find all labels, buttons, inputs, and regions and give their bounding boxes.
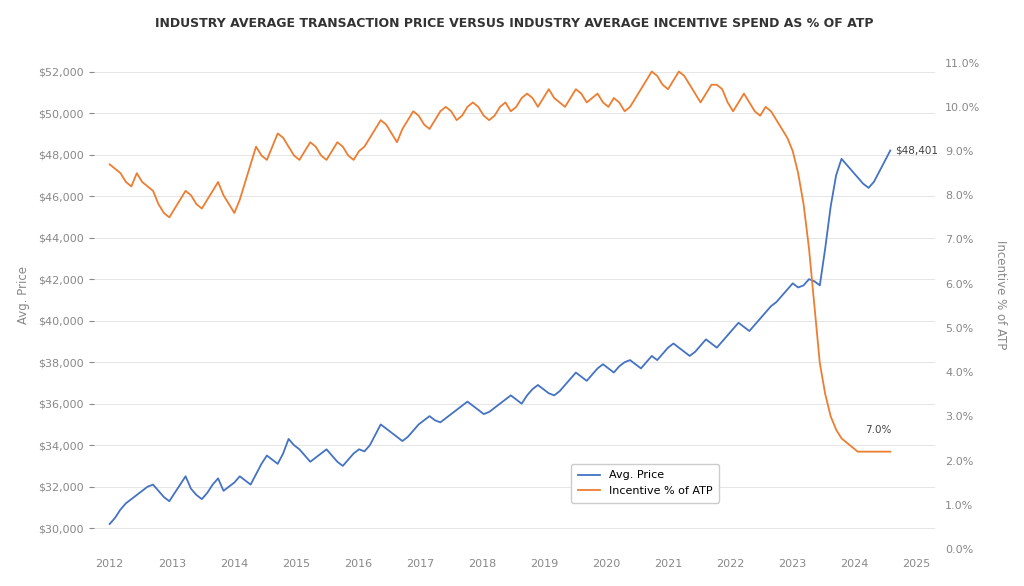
Incentive % of ATP: [852, 448, 864, 455]
Incentive % of ATP: [836, 435, 848, 442]
Incentive % of ATP: [699, 90, 712, 97]
Avg. Price: [109, 515, 121, 522]
Avg. Price: [716, 338, 728, 345]
Avg. Price: [141, 483, 154, 490]
Avg. Price: [103, 520, 116, 527]
Text: $48,401: $48,401: [895, 145, 938, 155]
Avg. Price: [554, 388, 566, 395]
Incentive % of ATP: [554, 99, 566, 106]
Text: 7.0%: 7.0%: [865, 425, 892, 435]
Incentive % of ATP: [722, 99, 734, 106]
Incentive % of ATP: [109, 165, 121, 172]
Incentive % of ATP: [141, 183, 154, 190]
Y-axis label: Avg. Price: Avg. Price: [16, 265, 30, 323]
Avg. Price: [694, 342, 707, 349]
Avg. Price: [829, 172, 842, 179]
Incentive % of ATP: [645, 68, 657, 75]
Y-axis label: Incentive % of ATP: Incentive % of ATP: [994, 240, 1008, 349]
Incentive % of ATP: [884, 448, 896, 455]
Line: Incentive % of ATP: Incentive % of ATP: [110, 71, 890, 452]
Incentive % of ATP: [103, 161, 116, 168]
Title: INDUSTRY AVERAGE TRANSACTION PRICE VERSUS INDUSTRY AVERAGE INCENTIVE SPEND AS % : INDUSTRY AVERAGE TRANSACTION PRICE VERSU…: [156, 16, 873, 30]
Line: Avg. Price: Avg. Price: [110, 151, 890, 524]
Avg. Price: [884, 147, 896, 154]
Legend: Avg. Price, Incentive % of ATP: Avg. Price, Incentive % of ATP: [571, 464, 719, 503]
